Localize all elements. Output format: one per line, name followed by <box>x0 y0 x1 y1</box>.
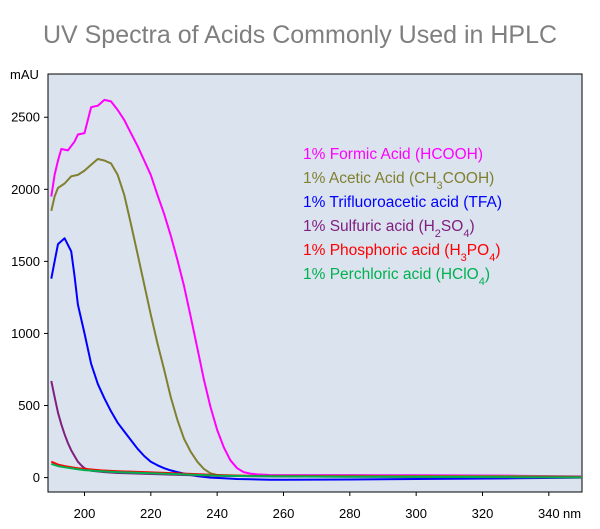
x-tick-label: 240 <box>206 506 228 521</box>
series-group <box>50 98 583 481</box>
series-line <box>50 462 583 479</box>
legend-entry: 1% Formic Acid (HCOOH) <box>303 146 483 163</box>
y-tick-label: 1000 <box>11 326 40 341</box>
legend-entry: 1% Trifluoroacetic acid (TFA) <box>303 194 502 211</box>
x-tick-label: 200 <box>74 506 96 521</box>
y-tick-label: 2500 <box>11 110 40 125</box>
legend: 1% Formic Acid (HCOOH) 1% Acetic Acid (CH… <box>303 146 502 288</box>
x-tick-label: 320 <box>472 506 494 521</box>
legend-entry: 1% Sulfuric acid (H2SO4) <box>303 218 475 240</box>
x-tick-label: 220 <box>140 506 162 521</box>
x-axis: 200 220 240 260 280 300 320 340 <box>74 492 560 521</box>
plot-area <box>47 73 583 493</box>
series-line <box>50 237 583 481</box>
legend-entry: 1% Acetic Acid (CH3COOH) <box>303 170 494 192</box>
y-tick-label: 2000 <box>11 182 40 197</box>
x-tick-label: 300 <box>405 506 427 521</box>
y-tick-label: 1500 <box>11 254 40 269</box>
x-tick-label: 340 <box>538 506 560 521</box>
chart-title: UV Spectra of Acids Commonly Used in HPL… <box>43 21 557 49</box>
x-axis-unit: nm <box>563 506 581 521</box>
y-tick-label: 500 <box>18 398 40 413</box>
y-tick-label: 0 <box>33 470 40 485</box>
x-tick-label: 260 <box>273 506 295 521</box>
y-axis-label: mAU <box>10 67 39 82</box>
legend-entry: 1% Phosphoric acid (H3PO4) <box>303 242 501 264</box>
x-tick-label: 280 <box>339 506 361 521</box>
y-axis: 0 500 1000 1500 2000 2500 <box>11 110 48 485</box>
series-line <box>50 98 583 478</box>
legend-entry: 1% Perchloric acid (HClO4) <box>303 266 490 288</box>
